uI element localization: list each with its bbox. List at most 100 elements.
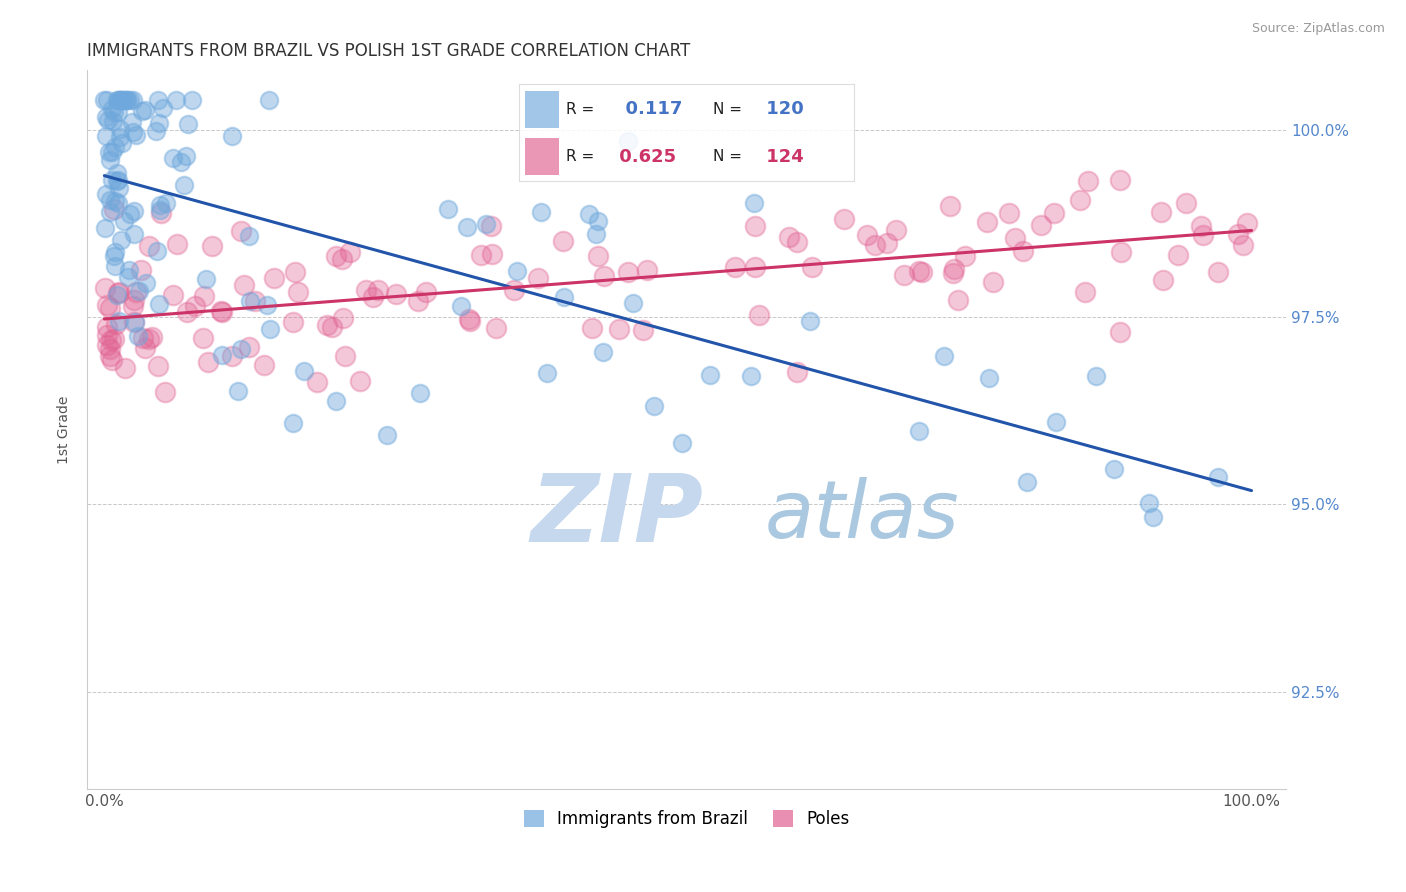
Point <box>325 394 347 409</box>
Point <box>800 260 823 274</box>
Point <box>263 271 285 285</box>
Point <box>211 305 233 319</box>
Point <box>176 305 198 319</box>
Point <box>1167 248 1189 262</box>
Point <box>180 93 202 107</box>
Point <box>636 263 658 277</box>
Point <box>315 318 337 333</box>
Point <box>907 264 929 278</box>
Point <box>332 311 354 326</box>
Point <box>778 230 800 244</box>
Point <box>221 129 243 144</box>
Point <box>479 219 502 233</box>
Point <box>876 235 898 250</box>
Point <box>125 285 148 300</box>
Point <box>257 93 280 107</box>
Point <box>256 298 278 312</box>
Point <box>122 293 145 307</box>
Point <box>98 194 121 208</box>
Point <box>893 268 915 282</box>
Point <box>586 249 609 263</box>
Point <box>153 384 176 399</box>
Point <box>409 385 432 400</box>
Point <box>997 206 1019 220</box>
Point <box>108 130 131 145</box>
Point <box>98 153 121 168</box>
Point <box>485 320 508 334</box>
Point <box>742 195 765 210</box>
Point <box>884 223 907 237</box>
Point <box>104 317 127 331</box>
Point <box>112 214 135 228</box>
Point <box>100 173 122 187</box>
Point <box>1004 231 1026 245</box>
Point <box>148 115 170 129</box>
Point <box>607 322 630 336</box>
Point <box>107 196 129 211</box>
Point <box>111 93 134 107</box>
Point <box>981 275 1004 289</box>
Point <box>530 205 553 219</box>
Point <box>470 248 492 262</box>
Point <box>450 299 472 313</box>
Point <box>1152 273 1174 287</box>
Point <box>107 93 129 107</box>
Point <box>124 314 146 328</box>
Point <box>93 281 115 295</box>
Point <box>942 267 965 281</box>
Point <box>506 263 529 277</box>
Point <box>98 301 121 316</box>
Point <box>104 244 127 259</box>
Point <box>110 93 132 107</box>
Point <box>96 319 118 334</box>
Point <box>939 199 962 213</box>
Point <box>281 315 304 329</box>
Point <box>105 173 128 187</box>
Point <box>105 93 128 107</box>
Point <box>121 126 143 140</box>
Point <box>551 234 574 248</box>
Point <box>744 260 766 274</box>
Point <box>1043 206 1066 220</box>
Point <box>93 93 115 107</box>
Point <box>166 236 188 251</box>
Point <box>799 314 821 328</box>
Point <box>226 384 249 399</box>
Point <box>238 228 260 243</box>
Point <box>911 265 934 279</box>
Point <box>1031 218 1053 232</box>
Point <box>191 331 214 345</box>
Point <box>724 260 747 274</box>
Point <box>197 355 219 369</box>
Point <box>349 374 371 388</box>
Point <box>209 303 232 318</box>
Point <box>475 217 498 231</box>
Point <box>195 272 218 286</box>
Point <box>239 294 262 309</box>
Point <box>127 329 149 343</box>
Point <box>593 268 616 283</box>
Point <box>367 283 389 297</box>
Point <box>114 361 136 376</box>
Point <box>115 93 138 107</box>
Point <box>184 300 207 314</box>
Point <box>339 244 361 259</box>
Point <box>976 215 998 229</box>
Point <box>193 289 215 303</box>
Point <box>932 349 955 363</box>
Point <box>232 278 254 293</box>
Point <box>287 285 309 299</box>
Point <box>100 103 122 117</box>
Point <box>170 154 193 169</box>
Point <box>145 124 167 138</box>
Point <box>96 338 118 352</box>
Point <box>111 136 134 150</box>
Point <box>631 323 654 337</box>
Point <box>141 330 163 344</box>
Point <box>96 93 118 107</box>
Point <box>118 263 141 277</box>
Point <box>152 101 174 115</box>
Point <box>148 359 170 374</box>
Point <box>259 322 281 336</box>
Point <box>114 93 136 107</box>
